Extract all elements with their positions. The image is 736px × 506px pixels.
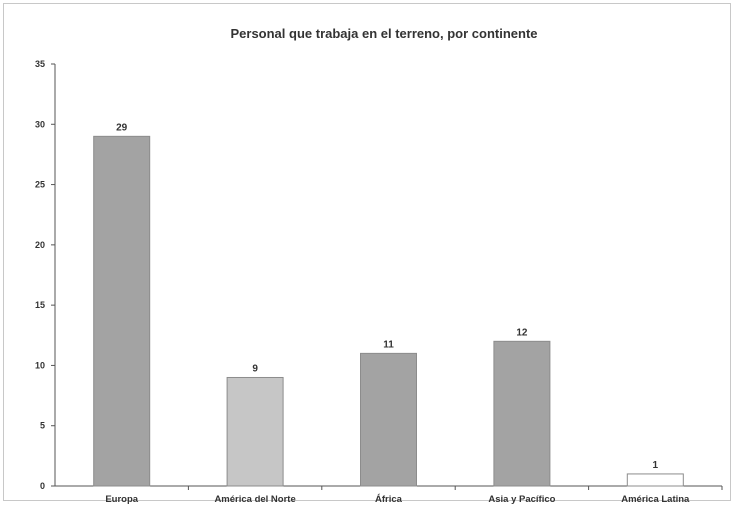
- data-label: 29: [116, 122, 128, 133]
- data-label: 1: [653, 460, 659, 471]
- y-tick-label: 10: [35, 360, 45, 370]
- bar: [93, 135, 151, 487]
- y-tick-label: 5: [40, 421, 45, 431]
- bar: [626, 473, 684, 487]
- y-tick-label: 15: [35, 300, 45, 310]
- data-label: 9: [252, 363, 258, 374]
- y-tick-label: 30: [35, 119, 45, 129]
- bar: [360, 352, 417, 487]
- category-label: África: [375, 494, 403, 505]
- data-label: 11: [383, 339, 394, 350]
- category-label: América Latina: [621, 494, 690, 505]
- data-label: 12: [516, 327, 528, 338]
- y-tick-label: 35: [35, 59, 45, 69]
- category-label: Europa: [105, 494, 138, 505]
- y-tick-label: 20: [35, 240, 45, 250]
- bar: [493, 340, 551, 487]
- chart-title: Personal que trabaja en el terreno, por …: [230, 26, 537, 41]
- bar: [226, 376, 284, 487]
- category-label: América del Norte: [214, 494, 295, 505]
- y-tick-label: 0: [40, 481, 45, 491]
- plot-area: 0 5 10 15 20 25 30 35 29 Europa 9 América del Norte…: [35, 59, 723, 505]
- category-label: Asia y Pacífico: [488, 494, 555, 505]
- y-tick-label: 25: [35, 180, 45, 190]
